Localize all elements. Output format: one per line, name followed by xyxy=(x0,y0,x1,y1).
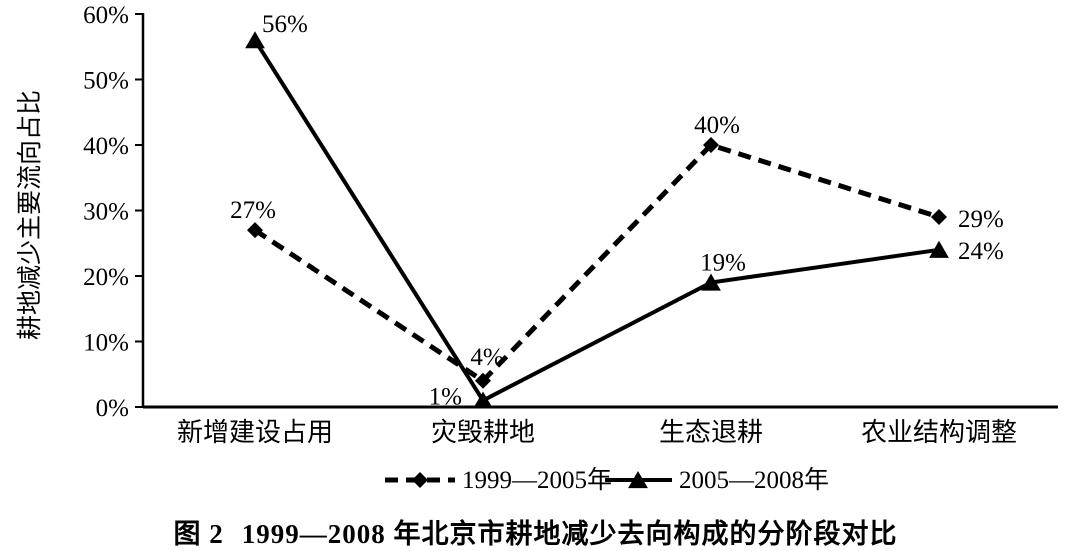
marker-triangle xyxy=(245,31,265,49)
marker-diamond xyxy=(247,222,263,239)
legend-label-1: 1999—2005年 xyxy=(462,466,612,494)
marker-diamond xyxy=(931,209,947,226)
data-label: 1% xyxy=(429,383,462,410)
marker-triangle xyxy=(473,391,493,409)
category-label: 生态退耕 xyxy=(659,418,763,447)
data-label: 40% xyxy=(694,112,740,139)
data-label: 27% xyxy=(230,197,276,224)
series-line-2 xyxy=(253,39,940,404)
y-tick-label: 50% xyxy=(83,68,129,95)
marker-diamond xyxy=(703,137,719,153)
series-line-1 xyxy=(253,142,940,385)
legend-label-2: 2005—2008年 xyxy=(679,466,829,494)
data-label: 24% xyxy=(958,238,1004,265)
marker-triangle xyxy=(701,273,721,291)
data-label: 56% xyxy=(262,11,308,38)
marker-diamond xyxy=(475,372,491,389)
y-tick-label: 40% xyxy=(83,133,129,160)
y-tick-label: 0% xyxy=(96,395,129,422)
data-label: 4% xyxy=(470,344,503,371)
y-tick-label: 30% xyxy=(83,199,129,226)
figure-caption: 图 2 1999—2008 年北京市耕地减少去向构成的分阶段对比 xyxy=(0,512,1071,551)
category-label: 农业结构调整 xyxy=(861,418,1017,447)
category-label: 新增建设占用 xyxy=(177,418,333,447)
marker-triangle xyxy=(929,240,949,258)
figure-caption-label: 图 2 xyxy=(173,519,224,549)
category-label: 灾毁耕地 xyxy=(431,418,535,447)
data-label: 29% xyxy=(958,206,1004,233)
figure-caption-text: 1999—2008 年北京市耕地减少去向构成的分阶段对比 xyxy=(241,519,898,549)
y-tick-label: 60% xyxy=(83,2,129,29)
legend-marker-diamond xyxy=(412,472,428,488)
data-label: 19% xyxy=(700,250,746,277)
y-axis-title: 耕地减少主要流向占比 xyxy=(16,90,44,340)
legend-marker-triangle xyxy=(628,471,648,489)
y-tick-label: 10% xyxy=(83,330,129,357)
y-tick-label: 20% xyxy=(83,264,129,291)
